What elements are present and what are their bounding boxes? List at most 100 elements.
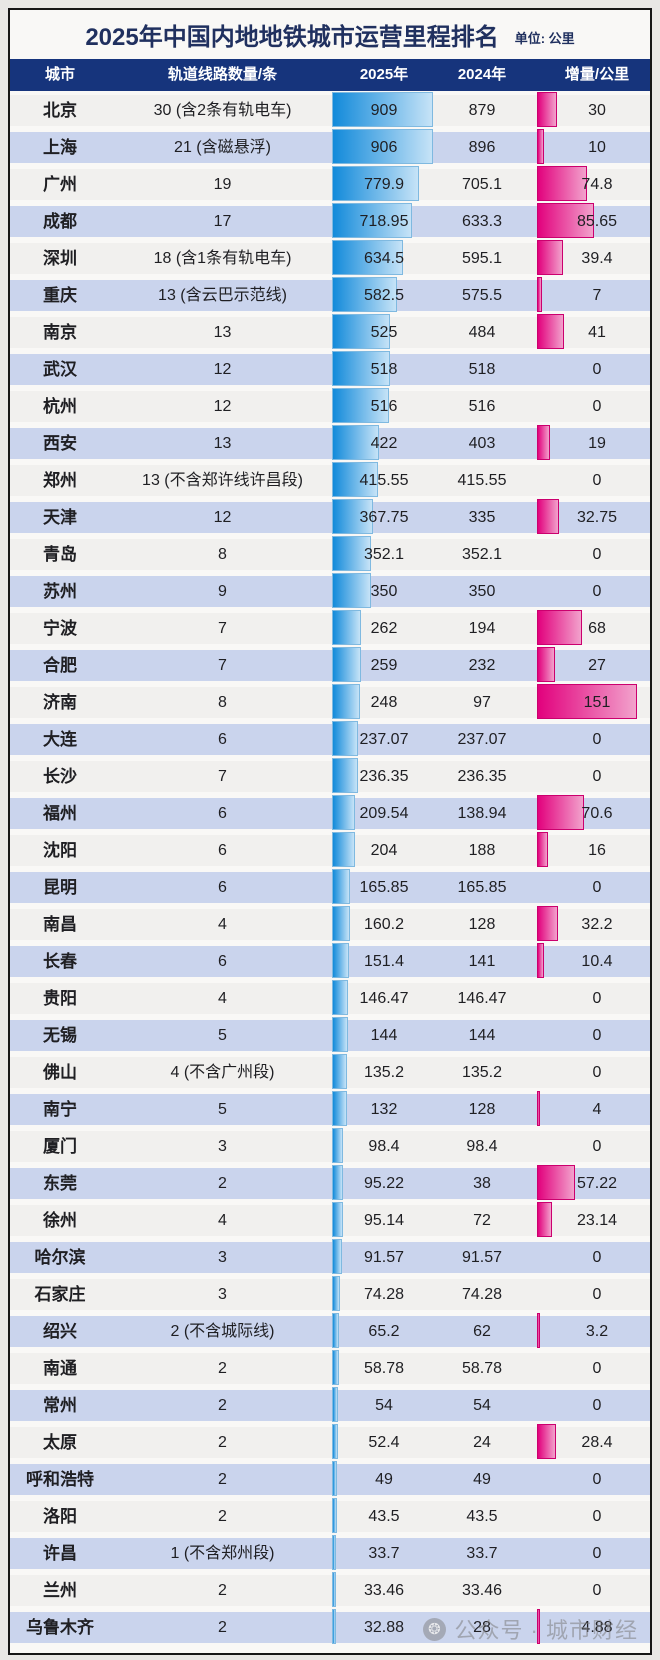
header-lines: 轨道线路数量/条 — [167, 66, 278, 83]
lines-cell: 5 — [218, 1027, 227, 1044]
table-row: 郑州 13 (不含郑许线许昌段) 415.55 415.55 0 — [10, 462, 650, 497]
city-cell: 昆明 — [43, 878, 77, 897]
watermark: ❂ 公众号 · 城市财经 — [423, 1613, 638, 1645]
mileage-2025-value: 91.57 — [363, 1249, 405, 1266]
mileage-2024-value: 879 — [468, 102, 496, 119]
increment-value: 0 — [592, 879, 602, 896]
increment-value: 4 — [592, 1101, 602, 1118]
city-cell: 宁波 — [43, 619, 77, 638]
lines-cell: 2 — [218, 1397, 227, 1414]
mileage-2024-value: 188 — [468, 842, 496, 859]
increment-value: 23.14 — [576, 1212, 618, 1229]
mileage-2025-value: 516 — [370, 398, 398, 415]
lines-cell: 9 — [218, 583, 227, 600]
header-city: 城市 — [44, 66, 75, 83]
increment-value: 0 — [592, 990, 602, 1007]
increment-value: 28.4 — [581, 1434, 613, 1451]
table-row: 兰州 2 33.46 33.46 0 — [10, 1572, 650, 1607]
mileage-2025-bar — [332, 1202, 343, 1237]
lines-cell: 12 — [213, 361, 232, 378]
increment-value: 30 — [588, 102, 606, 119]
increment-value: 0 — [592, 1397, 602, 1414]
lines-cell: 6 — [218, 879, 227, 896]
mileage-2025-bar — [332, 277, 397, 312]
mileage-2025-value: 135.2 — [363, 1064, 405, 1081]
increment-bar — [537, 1165, 575, 1200]
lines-cell: 6 — [218, 731, 227, 748]
increment-bar — [537, 832, 548, 867]
mileage-2025-bar — [332, 943, 349, 978]
city-cell: 乌鲁木齐 — [26, 1618, 94, 1637]
mileage-2025-value: 718.95 — [359, 213, 409, 230]
table-row: 成都 17 718.95 633.3 85.65 — [10, 203, 650, 238]
city-cell: 长沙 — [43, 767, 77, 786]
watermark-logo-icon: ❂ — [423, 1617, 447, 1641]
mileage-2025-bar — [332, 869, 351, 904]
lines-cell: 2 — [218, 1582, 227, 1599]
mileage-2024-value: 232 — [468, 657, 496, 674]
mileage-2025-value: 32.88 — [363, 1619, 405, 1636]
table-row: 佛山 4 (不含广州段) 135.2 135.2 0 — [10, 1054, 650, 1089]
mileage-2025-bar — [332, 462, 379, 497]
lines-cell: 2 — [218, 1508, 227, 1525]
lines-cell: 4 — [218, 990, 227, 1007]
mileage-2025-bar — [332, 758, 359, 793]
header-2025: 2025年 — [359, 66, 409, 83]
increment-value: 27 — [588, 657, 606, 674]
mileage-2025-bar — [332, 573, 371, 608]
increment-value: 57.22 — [576, 1175, 618, 1192]
mileage-2024-value: 135.2 — [461, 1064, 503, 1081]
increment-bar — [537, 906, 559, 941]
mileage-2025-value: 262 — [370, 620, 398, 637]
mileage-2025-value: 582.5 — [363, 287, 405, 304]
mileage-2025-value: 204 — [370, 842, 398, 859]
lines-cell: 18 (含1条有轨电车) — [153, 250, 292, 267]
mileage-2024-value: 144 — [468, 1027, 496, 1044]
increment-bar — [537, 1313, 540, 1348]
lines-cell: 6 — [218, 842, 227, 859]
increment-bar — [537, 277, 542, 312]
mileage-2025-bar — [332, 1350, 339, 1385]
table-row: 沈阳 6 204 188 16 — [10, 832, 650, 867]
increment-value: 7 — [592, 287, 602, 304]
mileage-2025-bar — [332, 906, 350, 941]
lines-cell: 8 — [218, 694, 227, 711]
city-cell: 北京 — [43, 101, 77, 120]
mileage-2025-bar — [332, 1424, 338, 1459]
increment-bar — [537, 684, 637, 719]
mileage-2025-value: 33.7 — [368, 1545, 400, 1562]
header-increment: 增量/公里 — [564, 66, 630, 83]
mileage-2025-bar — [332, 314, 391, 349]
mileage-2025-bar — [332, 1387, 338, 1422]
mileage-2025-bar — [332, 1498, 337, 1533]
city-cell: 苏州 — [43, 582, 77, 601]
lines-cell: 7 — [218, 768, 227, 785]
table-row: 重庆 13 (含云巴示范线) 582.5 575.5 7 — [10, 277, 650, 312]
lines-cell: 3 — [218, 1249, 227, 1266]
lines-cell: 8 — [218, 546, 227, 563]
mileage-2025-value: 779.9 — [363, 176, 405, 193]
increment-value: 68 — [588, 620, 606, 637]
increment-value: 0 — [592, 398, 602, 415]
mileage-2025-value: 146.47 — [359, 990, 409, 1007]
mileage-2024-value: 403 — [468, 435, 496, 452]
table-row: 宁波 7 262 194 68 — [10, 610, 650, 645]
mileage-2024-value: 58.78 — [461, 1360, 503, 1377]
increment-bar — [537, 314, 565, 349]
lines-cell: 17 — [213, 213, 232, 230]
mileage-2025-value: 367.75 — [359, 509, 409, 526]
city-cell: 东莞 — [43, 1174, 77, 1193]
mileage-2025-value: 54 — [375, 1397, 393, 1414]
lines-cell: 3 — [218, 1286, 227, 1303]
mileage-2025-value: 422 — [370, 435, 398, 452]
increment-bar — [537, 1424, 556, 1459]
mileage-2025-bar — [332, 425, 379, 460]
increment-bar — [537, 499, 559, 534]
table-row: 石家庄 3 74.28 74.28 0 — [10, 1276, 650, 1311]
mileage-2025-bar — [332, 129, 433, 164]
mileage-2024-value: 352.1 — [461, 546, 503, 563]
city-cell: 福州 — [43, 804, 77, 823]
mileage-2025-value: 95.14 — [363, 1212, 405, 1229]
table-row: 太原 2 52.4 24 28.4 — [10, 1424, 650, 1459]
lines-cell: 7 — [218, 657, 227, 674]
